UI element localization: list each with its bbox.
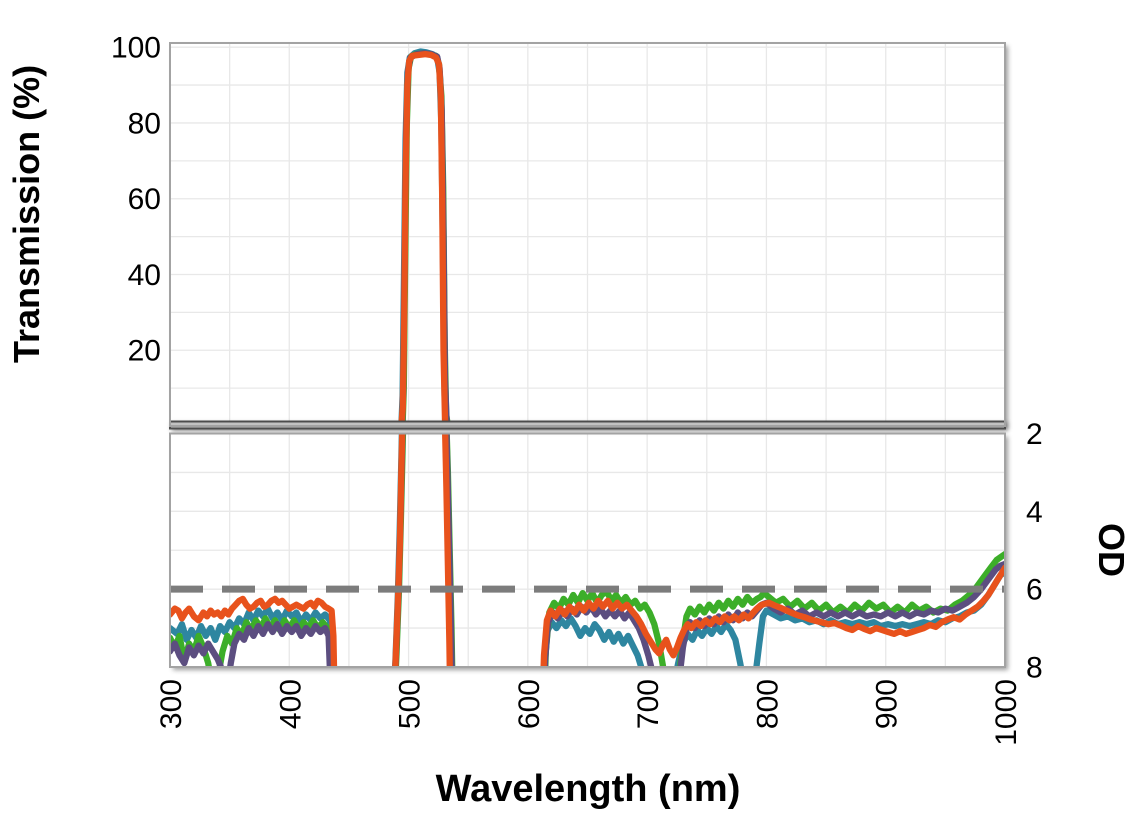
od-tick-label: 8	[1026, 652, 1043, 685]
top-panel-border	[169, 42, 1006, 427]
wavelength-tick-label: 700	[632, 679, 665, 729]
transmission-tick-label: 80	[128, 107, 161, 140]
y-axis-title-od: OD	[1091, 523, 1132, 577]
transmission-tick-label: 20	[128, 335, 161, 368]
transmission-tick-label: 100	[111, 32, 161, 65]
wavelength-tick-label: 600	[513, 679, 546, 729]
wavelength-tick-label: 400	[274, 679, 307, 729]
od-tick-label: 6	[1026, 574, 1043, 607]
bottom-panel-border	[169, 432, 1006, 668]
transmission-tick-label: 40	[128, 259, 161, 292]
wavelength-tick-label: 300	[155, 679, 188, 729]
od-tick-label: 4	[1026, 496, 1043, 529]
series-line-filter-run-orange	[171, 434, 1004, 666]
wavelength-tick-label: 900	[871, 679, 904, 729]
wavelength-tick-label: 500	[394, 679, 427, 729]
wavelength-tick-label: 1000	[990, 679, 1023, 746]
y-axis-title-transmission: Transmission (%)	[6, 64, 47, 364]
od-tick-label: 2	[1026, 418, 1043, 451]
transmission-tick-label: 60	[128, 183, 161, 216]
series-line-filter-run-purple	[171, 434, 1004, 666]
wavelength-tick-label: 800	[751, 679, 784, 729]
x-axis-title-wavelength: Wavelength (nm)	[435, 768, 741, 810]
